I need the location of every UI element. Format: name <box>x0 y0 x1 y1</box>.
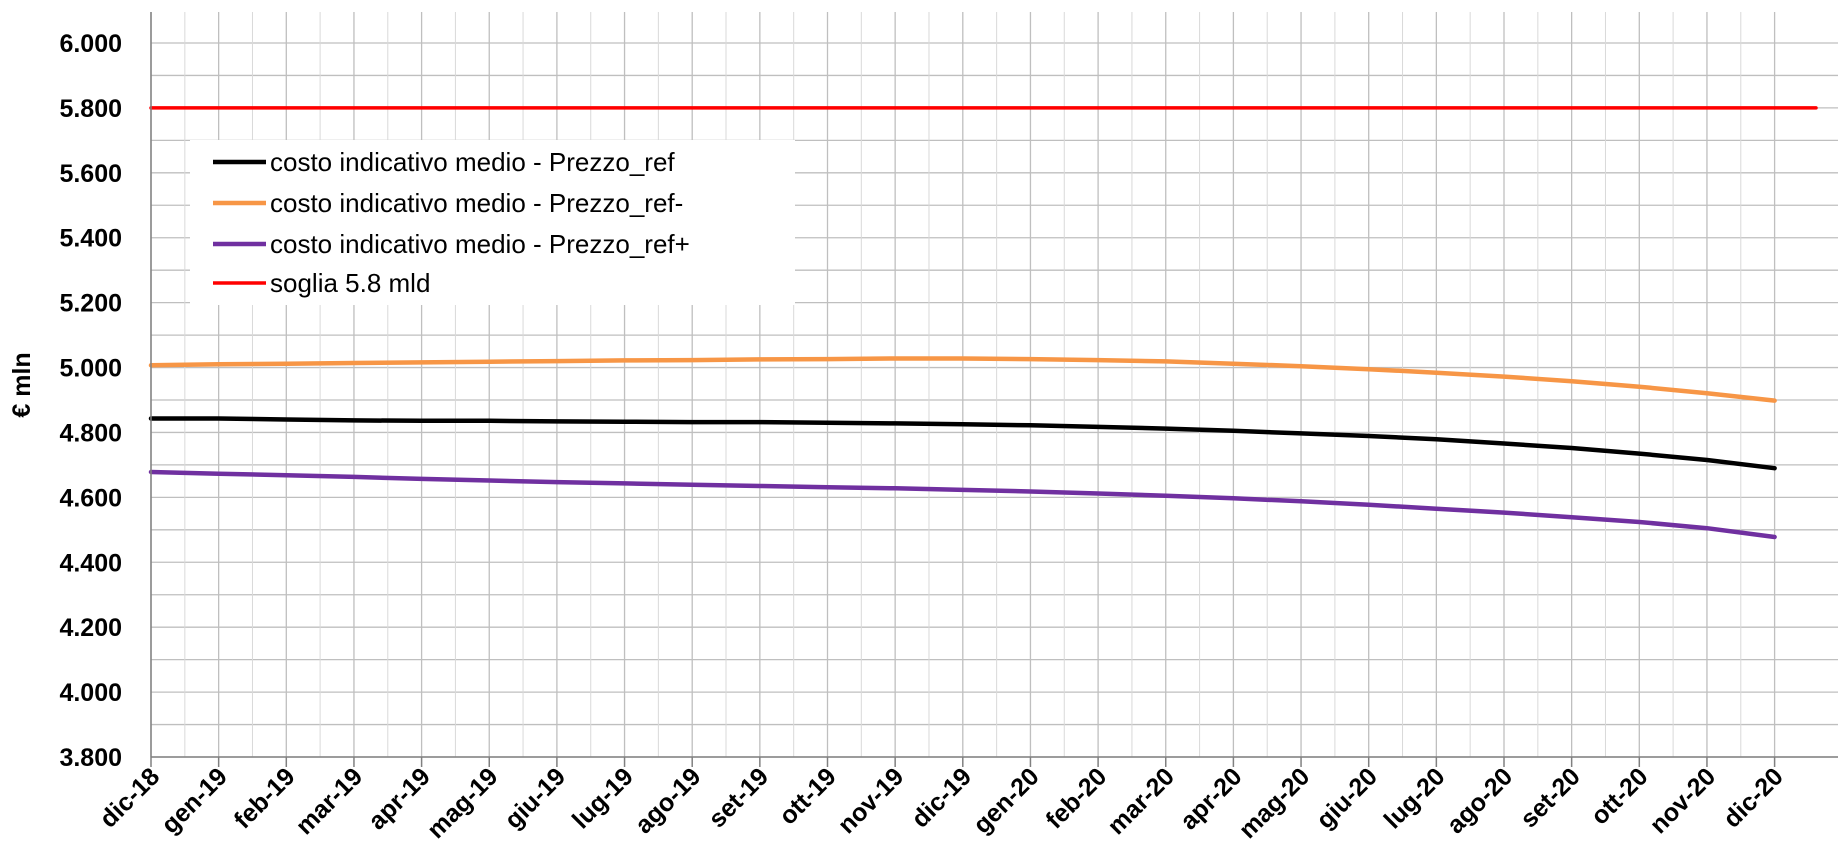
y-axis-ticks: 3.800 4.000 4.200 4.400 4.600 4.800 5.000 5.200… <box>59 30 122 772</box>
y-tick-label: 6.000 <box>59 30 122 58</box>
legend: costo indicativo medio - Prezzo_refcosto… <box>190 140 795 305</box>
y-tick-label: 3.800 <box>59 744 122 772</box>
y-tick-label: 5.000 <box>59 355 122 383</box>
y-tick-label: 4.800 <box>59 419 122 447</box>
legend-box <box>190 140 795 305</box>
y-tick-label: 5.200 <box>59 290 122 318</box>
axes <box>150 12 1838 767</box>
legend-label: costo indicativo medio - Prezzo_ref+ <box>270 229 690 259</box>
y-tick-label: 4.200 <box>59 614 122 642</box>
legend-label: costo indicativo medio - Prezzo_ref- <box>270 188 683 218</box>
y-tick-label: 4.600 <box>59 484 122 512</box>
y-tick-label: 5.800 <box>59 95 122 123</box>
y-axis-label: € mln <box>8 352 36 417</box>
series-line <box>148 356 1777 403</box>
y-tick-label: 5.400 <box>59 225 122 253</box>
y-tick-label: 5.600 <box>59 160 122 188</box>
y-tick-label: 4.000 <box>59 679 122 707</box>
legend-label: soglia 5.8 mld <box>270 268 430 298</box>
series-line <box>148 469 1777 540</box>
y-tick-label: 4.400 <box>59 549 122 577</box>
series-line <box>148 416 1777 471</box>
grid <box>150 12 1838 758</box>
legend-label: costo indicativo medio - Prezzo_ref <box>270 147 675 177</box>
series-lines <box>148 106 1818 540</box>
